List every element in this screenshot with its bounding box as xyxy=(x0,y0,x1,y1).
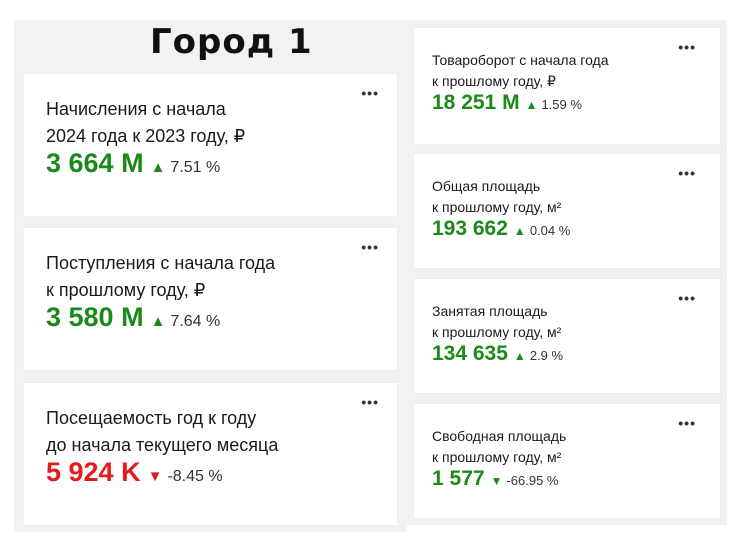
kpi-card-total-area: Общая площадь к прошлому году, м² 193 66… xyxy=(414,154,720,268)
card-menu-button[interactable]: ••• xyxy=(361,85,379,101)
kpi-label: Занятая площадь к прошлому году, м² xyxy=(432,303,562,340)
kpi-card-free-area: Свободная площадь к прошлому году, м² 1 … xyxy=(414,404,720,518)
kpi-value: 1 577 xyxy=(432,467,485,490)
kpi-change: -66.95 % xyxy=(506,473,559,488)
kpi-value-row: 134 635 ▲ 2.9 % xyxy=(432,342,563,366)
kpi-value-row: 1 577 ▼ -66.95 % xyxy=(432,467,559,491)
trend-up-icon: ▲ xyxy=(150,313,166,330)
kpi-label: Начисления с начала 2024 года к 2023 год… xyxy=(46,99,246,146)
kpi-change: 7.64 % xyxy=(170,313,221,330)
kpi-value-row: 5 924 K ▼ -8.45 % xyxy=(46,457,223,488)
card-menu-button[interactable]: ••• xyxy=(678,165,696,181)
kpi-value-row: 18 251 M ▲ 1.59 % xyxy=(432,91,582,115)
kpi-label: Общая площадь к прошлому году, м² xyxy=(432,178,562,215)
kpi-value: 18 251 M xyxy=(432,91,520,114)
kpi-card-receipts: Поступления с начала года к прошлому год… xyxy=(24,228,397,370)
kpi-change: 0.04 % xyxy=(529,223,571,238)
kpi-card-occupied-area: Занятая площадь к прошлому году, м² 134 … xyxy=(414,279,720,393)
kpi-change: -8.45 % xyxy=(167,468,223,485)
kpi-value: 193 662 xyxy=(432,217,508,240)
kpi-value: 3 580 M xyxy=(46,302,144,332)
kpi-label: Посещаемость год к году до начала текуще… xyxy=(46,408,279,455)
card-menu-button[interactable]: ••• xyxy=(678,415,696,431)
kpi-label: Свободная площадь к прошлому году, м² xyxy=(432,428,567,465)
kpi-change: 7.51 % xyxy=(170,159,221,176)
kpi-value: 134 635 xyxy=(432,342,508,365)
kpi-change: 1.59 % xyxy=(541,97,582,112)
card-menu-button[interactable]: ••• xyxy=(361,394,379,410)
card-menu-button[interactable]: ••• xyxy=(678,290,696,306)
trend-down-icon: ▼ xyxy=(147,468,163,485)
trend-up-icon: ▲ xyxy=(513,224,526,238)
kpi-value-row: 3 664 M ▲ 7.51 % xyxy=(46,148,220,179)
trend-up-icon: ▲ xyxy=(513,349,526,363)
kpi-value: 5 924 K xyxy=(46,457,141,487)
kpi-value-row: 3 580 M ▲ 7.64 % xyxy=(46,302,220,333)
trend-up-icon: ▲ xyxy=(525,98,538,112)
kpi-value-row: 193 662 ▲ 0.04 % xyxy=(432,217,570,241)
kpi-card-attendance: Посещаемость год к году до начала текуще… xyxy=(24,383,397,525)
kpi-card-accruals: Начисления с начала 2024 года к 2023 год… xyxy=(24,74,397,216)
kpi-label: Товароборот с начала года к прошлому год… xyxy=(432,52,609,89)
kpi-label: Поступления с начала года к прошлому год… xyxy=(46,253,276,300)
card-menu-button[interactable]: ••• xyxy=(678,39,696,55)
city-title: Город 1 xyxy=(150,22,313,62)
kpi-change: 2.9 % xyxy=(529,348,564,363)
trend-up-icon: ▲ xyxy=(150,159,166,176)
trend-down-icon: ▼ xyxy=(490,474,503,488)
kpi-value: 3 664 M xyxy=(46,148,144,178)
card-menu-button[interactable]: ••• xyxy=(361,239,379,255)
kpi-card-turnover: Товароборот с начала года к прошлому год… xyxy=(414,28,720,144)
